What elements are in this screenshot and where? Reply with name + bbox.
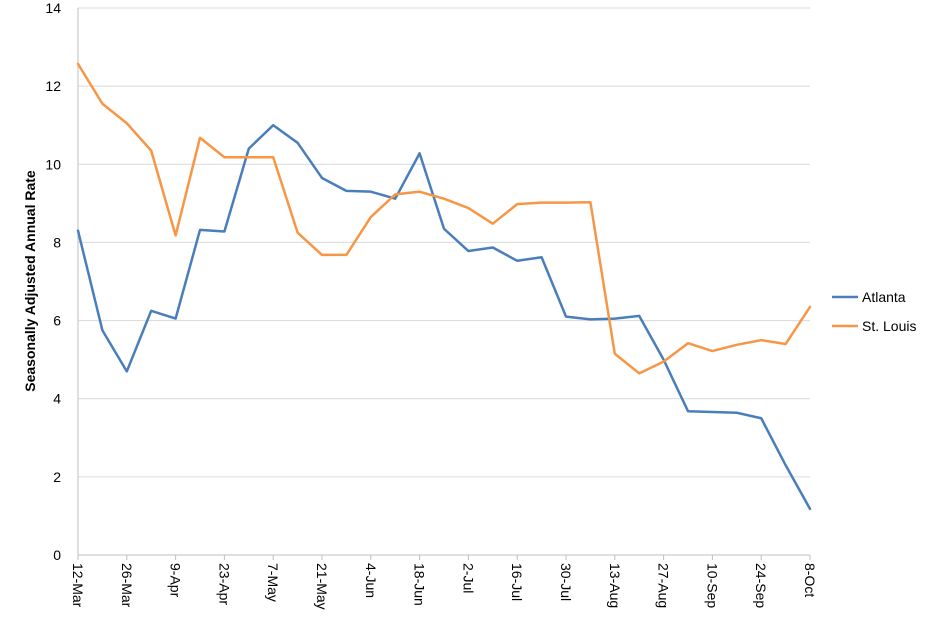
legend: Atlanta St. Louis: [832, 289, 916, 334]
x-tick-label: 27-Aug: [656, 563, 672, 608]
y-tick-label: 12: [45, 78, 61, 94]
x-tick-label: 4-Jun: [363, 563, 379, 598]
x-tick-label: 2-Jul: [460, 563, 476, 593]
y-tick-label: 2: [53, 469, 61, 485]
x-tick-label: 7-May: [265, 563, 281, 602]
axes: [77, 8, 811, 560]
y-tick-label: 6: [53, 313, 61, 329]
legend-label: Atlanta: [862, 289, 906, 305]
y-tick-labels: 0 2 4 6 8 10 12 14: [45, 0, 61, 563]
x-tick-label: 24-Sep: [753, 563, 769, 608]
x-tick-label: 18-Jun: [412, 563, 428, 606]
x-tick-label: 23-Apr: [216, 563, 232, 605]
series-lines: [76, 62, 812, 511]
y-tick-label: 14: [45, 0, 61, 16]
x-tick-label: 26-Mar: [119, 563, 135, 608]
x-tick-label: 8-Oct: [802, 563, 818, 597]
x-tick-label: 30-Jul: [558, 563, 574, 601]
y-axis-title: Seasonally Adjusted Annual Rate: [22, 170, 38, 392]
y-tick-label: 0: [53, 547, 61, 563]
x-tick-label: 9-Apr: [168, 563, 184, 598]
y-tick-label: 8: [53, 234, 61, 250]
x-tick-label: 10-Sep: [704, 563, 720, 608]
y-tick-label: 4: [53, 391, 61, 407]
x-tick-label: 21-May: [314, 563, 330, 610]
series-line-st-louis: [76, 62, 812, 375]
x-tick-labels: 12-Mar 26-Mar 9-Apr 23-Apr 7-May 21-May 4-Jun 1…: [70, 563, 818, 610]
x-tick-label: 12-Mar: [70, 563, 86, 608]
legend-label: St. Louis: [862, 318, 916, 334]
x-tick-label: 13-Aug: [607, 563, 623, 608]
x-tick-label: 16-Jul: [509, 563, 525, 601]
series-line-atlanta: [76, 123, 812, 511]
gridlines: [78, 7, 810, 478]
y-tick-label: 10: [45, 156, 61, 172]
